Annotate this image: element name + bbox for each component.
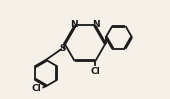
Text: N: N (70, 20, 78, 29)
Text: S: S (59, 44, 66, 53)
Text: Cl: Cl (90, 67, 100, 76)
Text: N: N (92, 20, 100, 29)
Text: Cl: Cl (31, 84, 41, 93)
